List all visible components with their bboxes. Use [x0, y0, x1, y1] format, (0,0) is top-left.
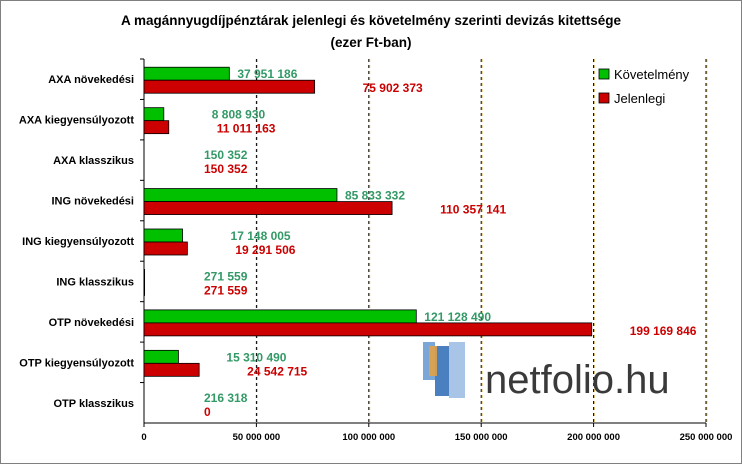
chart-title: A magánnyugdíjpénztárak jelenlegi és köv…: [121, 13, 621, 28]
x-tick-label: 150 000 000: [455, 432, 508, 443]
x-tick-label: 200 000 000: [567, 432, 620, 443]
category-label: OTP kiegyensúlyozott: [19, 357, 134, 369]
category-label: AXA klasszikus: [53, 155, 134, 167]
data-label-jelenlegi: 0: [204, 405, 211, 419]
x-tick-label: 0: [141, 432, 146, 443]
netfolio-logo: netfolio.hu: [423, 342, 670, 402]
legend-swatch: [598, 68, 610, 80]
logo-bar-2: [435, 346, 449, 396]
legend: Követelmény Jelenlegi: [598, 67, 690, 106]
category-label: ING klasszikus: [56, 276, 134, 288]
category-label: AXA növekedési: [48, 74, 134, 86]
plot-area: 0 50 000 000 100 000 000 150 000 000 200 000…: [19, 58, 733, 443]
bar-kovetelmeny: [143, 269, 146, 283]
data-label-kovetelmeny: 216 318: [204, 391, 248, 405]
bar-jelenlegi: [143, 120, 170, 135]
data-label-kovetelmeny: 37 951 186: [237, 67, 297, 81]
logo-text: netfolio.hu: [485, 358, 670, 402]
x-tick-label: 250 000 000: [680, 432, 733, 443]
logo-accent: [429, 346, 437, 376]
data-label-kovetelmeny: 85 833 332: [345, 189, 405, 203]
chart-subtitle: (ezer Ft-ban): [331, 35, 412, 50]
bar-jelenlegi: [143, 282, 146, 296]
bar-jelenlegi: [143, 79, 316, 94]
data-label-jelenlegi: 24 542 715: [247, 364, 307, 378]
data-label-kovetelmeny: 271 559: [204, 269, 248, 283]
data-label-kovetelmeny: 15 310 490: [226, 350, 286, 364]
category-label: ING kiegyensúlyozott: [22, 236, 134, 248]
category-label: OTP növekedési: [49, 317, 134, 329]
data-label-kovetelmeny: 150 352: [204, 148, 248, 162]
legend-label: Követelmény: [614, 67, 690, 82]
x-tick-label: 100 000 000: [342, 432, 395, 443]
bar-kovetelmeny: [143, 66, 230, 81]
bar-kovetelmeny: [143, 349, 179, 364]
data-label-jelenlegi: 271 559: [204, 283, 248, 297]
bar-jelenlegi: [143, 362, 200, 377]
data-label-kovetelmeny: 121 128 490: [424, 310, 491, 324]
bar-jelenlegi: [143, 201, 393, 215]
bar-jelenlegi: [143, 322, 593, 337]
category-label: OTP klasszikus: [53, 398, 134, 410]
data-label-kovetelmeny: 8 808 930: [212, 108, 266, 122]
data-label-jelenlegi: 11 011 163: [217, 122, 276, 136]
data-label-kovetelmeny: 17 148 005: [231, 229, 291, 243]
data-label-jelenlegi: 75 902 373: [363, 81, 423, 95]
x-tick-label: 50 000 000: [233, 432, 281, 443]
bar-kovetelmeny: [143, 107, 165, 122]
bar-kovetelmeny: [143, 228, 183, 243]
bar-kovetelmeny: [143, 309, 417, 324]
bar-kovetelmeny: [143, 188, 338, 202]
data-label-jelenlegi: 19 291 506: [235, 243, 295, 257]
data-label-jelenlegi: 150 352: [204, 162, 248, 176]
bar-jelenlegi: [143, 241, 188, 256]
legend-swatch: [598, 92, 610, 104]
data-label-jelenlegi: 199 169 846: [630, 324, 697, 338]
logo-bar-3: [449, 342, 465, 398]
data-label-jelenlegi: 110 357 141: [440, 203, 506, 217]
legend-label: Jelenlegi: [614, 91, 665, 106]
category-label: ING növekedési: [51, 196, 134, 208]
category-label: AXA kiegyensúlyozott: [19, 115, 134, 127]
